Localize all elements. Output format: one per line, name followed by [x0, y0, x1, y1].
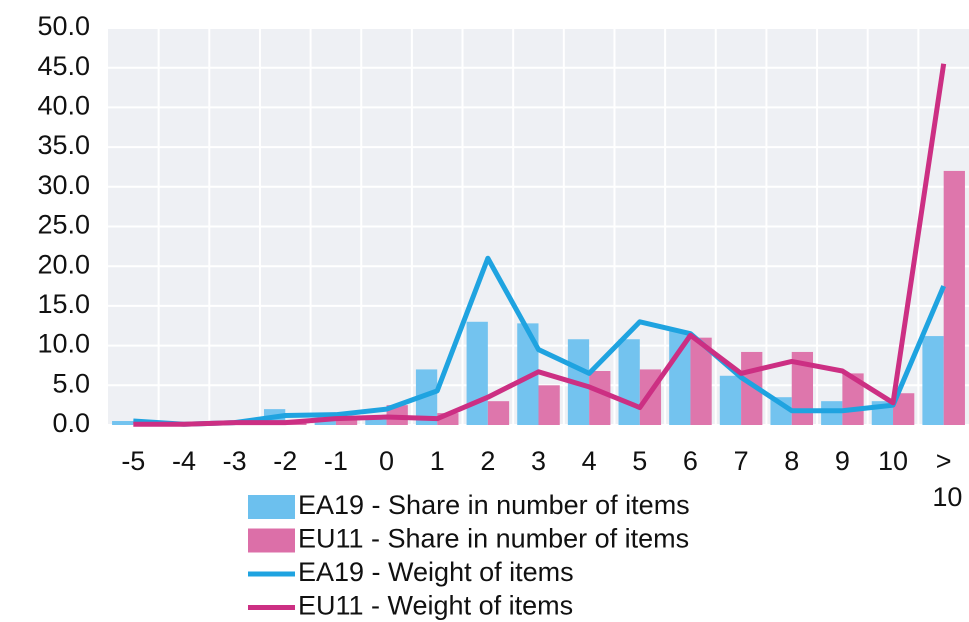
x-tick-label: -5 — [121, 446, 145, 476]
x-tick-label: 2 — [480, 446, 495, 476]
bar — [538, 385, 560, 425]
y-tick-label: 20.0 — [37, 249, 90, 279]
bar — [791, 351, 814, 425]
y-tick-label: 10.0 — [37, 329, 90, 359]
bar — [365, 418, 387, 425]
legend-label: EU11 - Share in number of items — [298, 524, 689, 554]
bar — [618, 339, 640, 425]
y-tick-label: 45.0 — [37, 51, 90, 81]
bar — [437, 413, 459, 425]
bar — [690, 337, 712, 425]
x-tick-label: -4 — [172, 446, 196, 476]
bar — [487, 401, 510, 425]
bar — [893, 393, 915, 425]
bar — [719, 375, 742, 425]
x-tick-label: -2 — [273, 446, 297, 476]
line-series — [133, 63, 947, 427]
y-tick-label: 30.0 — [37, 170, 90, 200]
y-tick-label: 25.0 — [37, 210, 90, 240]
bar — [112, 421, 134, 425]
legend-label: EU11 - Weight of items — [298, 591, 573, 621]
line-series — [133, 255, 946, 427]
y-tick-label: 0.0 — [52, 408, 90, 438]
x-tick-label: 8 — [784, 446, 799, 476]
bar — [770, 397, 792, 425]
x-tick-label-line: > — [936, 446, 952, 476]
legend-swatch — [248, 495, 295, 519]
x-tick-label: 5 — [632, 446, 647, 476]
x-tick-label: -3 — [223, 446, 247, 476]
y-tick-label: 35.0 — [37, 130, 90, 160]
bar — [669, 331, 691, 425]
x-tick-label: 10 — [878, 446, 908, 476]
legend-swatch — [248, 528, 295, 553]
y-tick-label: 50.0 — [37, 11, 90, 41]
y-tick-label: 5.0 — [52, 368, 90, 398]
x-tick-label: 1 — [430, 446, 445, 476]
x-tick-label-line: 10 — [925, 482, 963, 512]
bar — [943, 170, 965, 425]
x-tick-label: 0 — [379, 446, 394, 476]
bar — [335, 417, 358, 425]
legend-label: EA19 - Share in number of items — [298, 490, 690, 520]
y-tick-label: 40.0 — [37, 91, 90, 121]
x-tick-label: 3 — [531, 446, 546, 476]
legend-label: EA19 - Weight of items — [298, 557, 574, 587]
bar — [922, 336, 944, 425]
x-tick-label: 9 — [835, 446, 850, 476]
x-tick-label: 7 — [734, 446, 749, 476]
bar — [517, 323, 539, 425]
x-tick-label: 4 — [582, 446, 597, 476]
x-tick-label: 6 — [683, 446, 698, 476]
x-tick-label: -1 — [324, 446, 348, 476]
x-tick-label: > 10 — [925, 446, 963, 512]
bar — [466, 321, 488, 425]
bar — [589, 371, 611, 425]
y-tick-label: 15.0 — [37, 289, 90, 319]
